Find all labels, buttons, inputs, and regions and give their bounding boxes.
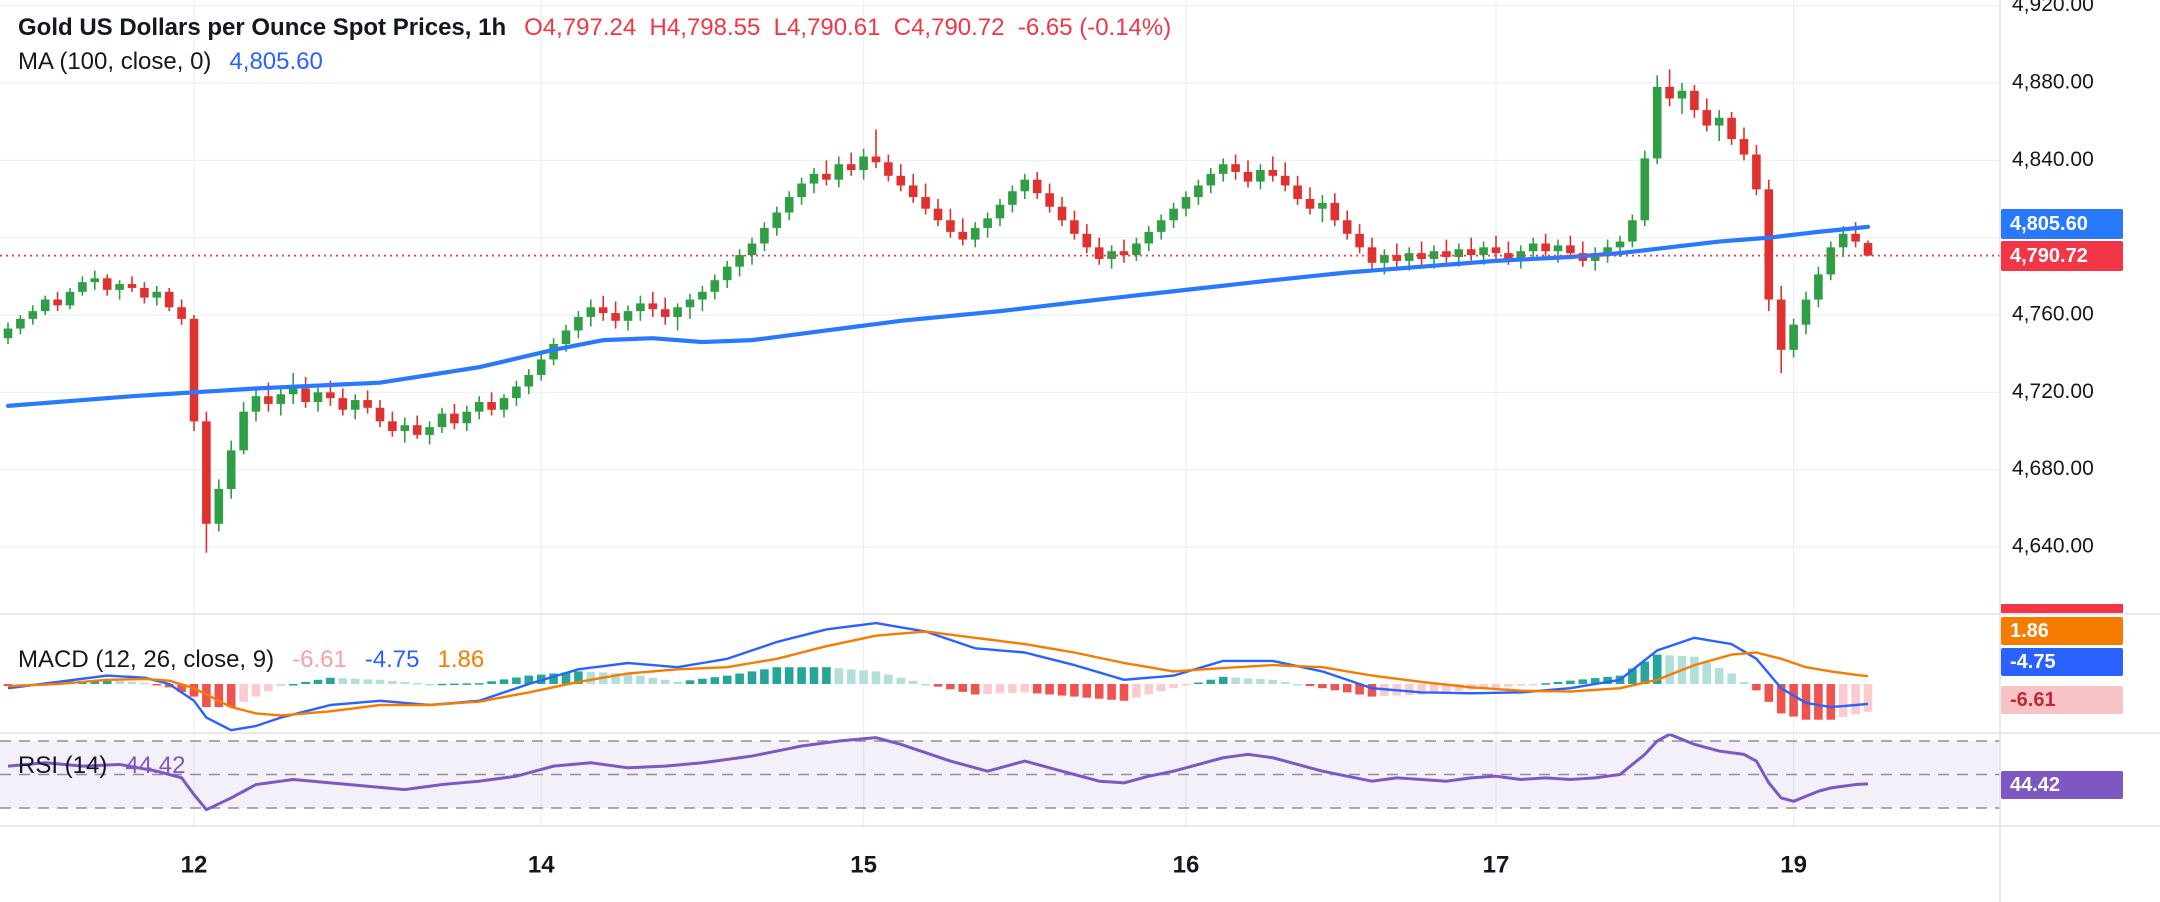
- ma-value: 4,805.60: [229, 48, 323, 75]
- main-pane[interactable]: [0, 0, 2000, 614]
- symbol-title: Gold US Dollars per Ounce Spot Prices, 1…: [18, 14, 507, 41]
- svg-text:19: 19: [1780, 851, 1807, 878]
- rsi-legend[interactable]: RSI (14) 44.42: [18, 751, 185, 781]
- macd-indicator-name: MACD (12, 26, close, 9): [18, 646, 275, 673]
- rsi-indicator-name: RSI (14): [18, 752, 108, 779]
- macd-legend[interactable]: MACD (12, 26, close, 9) -6.61 -4.75 1.86: [18, 645, 484, 675]
- svg-text:4,880.00: 4,880.00: [2012, 71, 2094, 94]
- rsi-value: 44.42: [125, 752, 186, 779]
- macd-signal-line: [7, 630, 1869, 717]
- macd-line: [7, 621, 1869, 732]
- macd-signal-value: 1.86: [437, 646, 485, 673]
- svg-text:4,640.00: 4,640.00: [2012, 535, 2094, 558]
- last-price-badge: 4,790.72: [2001, 241, 2123, 271]
- svg-text:4,680.00: 4,680.00: [2012, 457, 2094, 480]
- ohlc-values: O4,797.24 H4,798.55 L4,790.61 C4,790.72 …: [524, 14, 1172, 41]
- macd-hist-badge: -6.61: [2001, 686, 2123, 714]
- price-axis-labels: 4,920.00 4,880.00 4,840.00 4,760.00 4,720.00…: [2012, 0, 2094, 558]
- ma-line: [5, 224, 1871, 408]
- macd-line-badge: -4.75: [2001, 648, 2123, 676]
- rsi-band: [0, 740, 2000, 809]
- svg-text:14: 14: [528, 851, 555, 878]
- svg-text:17: 17: [1483, 851, 1510, 878]
- svg-text:16: 16: [1173, 851, 1200, 878]
- macd-signal-badge: 1.86: [2001, 617, 2123, 645]
- rsi-pane[interactable]: [0, 733, 2000, 826]
- rsi-badge: 44.42: [2001, 771, 2123, 799]
- svg-text:12: 12: [181, 851, 208, 878]
- svg-text:4,720.00: 4,720.00: [2012, 380, 2094, 403]
- macd-hist-value: -6.61: [292, 646, 347, 673]
- time-axis-labels: 12 14 15 16 17 19: [181, 851, 1807, 878]
- clipped-price-badge: [2001, 604, 2123, 613]
- svg-text:4,760.00: 4,760.00: [2012, 303, 2094, 326]
- svg-text:4,920.00: 4,920.00: [2012, 0, 2094, 16]
- svg-text:15: 15: [850, 851, 877, 878]
- ma-indicator-name: MA (100, close, 0): [18, 48, 212, 75]
- time-axis[interactable]: [0, 826, 2160, 902]
- macd-line-value: -4.75: [364, 646, 420, 673]
- svg-text:4,840.00: 4,840.00: [2012, 148, 2094, 171]
- ma-price-badge: 4,805.60: [2001, 209, 2123, 239]
- main-legend[interactable]: Gold US Dollars per Ounce Spot Prices, 1…: [18, 13, 1171, 43]
- rsi-line: [7, 732, 1869, 812]
- ma-legend[interactable]: MA (100, close, 0) 4,805.60: [18, 47, 323, 77]
